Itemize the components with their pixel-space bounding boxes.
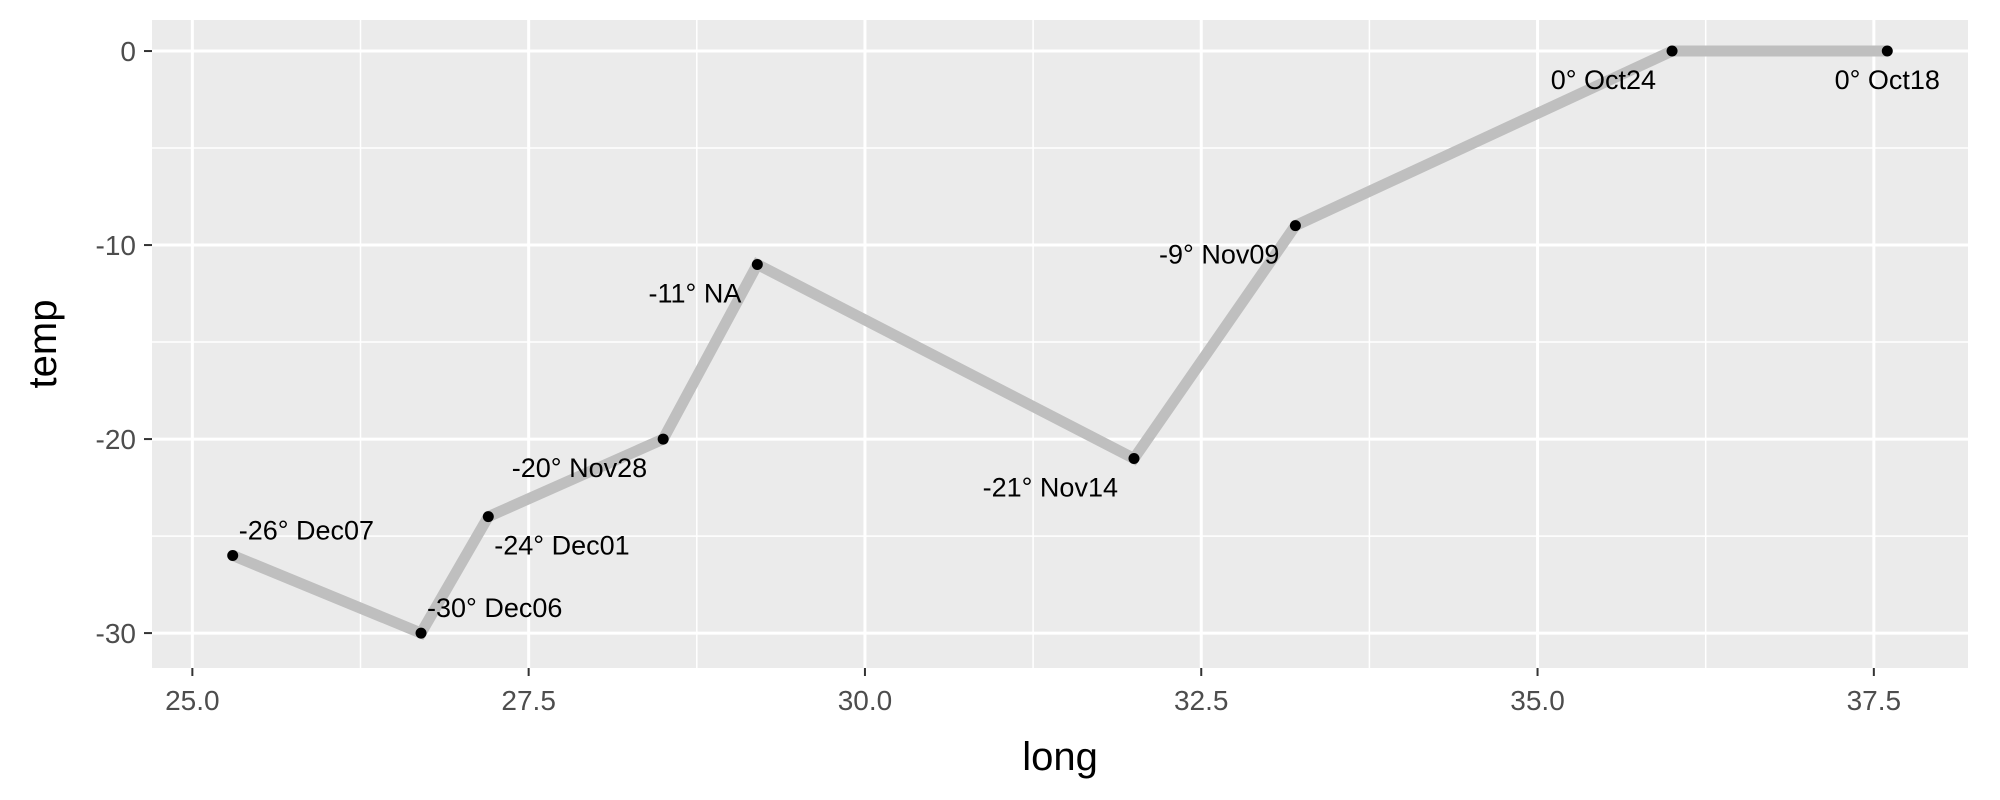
data-label: -24° Dec01 — [494, 531, 629, 561]
x-tick-label: 25.0 — [165, 685, 220, 716]
data-label: -26° Dec07 — [239, 515, 374, 545]
data-point — [1666, 45, 1678, 57]
data-point — [482, 511, 494, 523]
y-tick-label: -10 — [96, 230, 136, 261]
data-point — [1128, 452, 1140, 464]
y-tick-label: -30 — [96, 618, 136, 649]
data-label: 0° Oct24 — [1551, 65, 1656, 95]
major-gridlines — [152, 20, 1968, 668]
data-point — [657, 433, 669, 445]
data-point — [415, 627, 427, 639]
data-point — [751, 258, 763, 270]
y-axis-title: temp — [21, 300, 65, 389]
data-labels: 0° Oct18 0° Oct24 -9° Nov09 -21° Nov14 -11° … — [239, 65, 1940, 623]
data-points — [227, 45, 1893, 639]
x-tick-label: 30.0 — [838, 685, 893, 716]
minor-gridlines — [152, 20, 1968, 668]
data-label: -20° Nov28 — [512, 453, 647, 483]
x-tick-label: 35.0 — [1510, 685, 1565, 716]
data-point — [1881, 45, 1893, 57]
data-label: -11° NA — [649, 278, 742, 308]
y-tick-label: -20 — [96, 424, 136, 455]
data-point — [227, 549, 239, 561]
data-label: -21° Nov14 — [983, 472, 1118, 502]
x-axis-title: long — [1022, 735, 1098, 779]
x-tick-label: 37.5 — [1847, 685, 1902, 716]
data-label: -9° Nov09 — [1159, 240, 1279, 270]
x-tick-label: 27.5 — [501, 685, 556, 716]
x-tick-label: 32.5 — [1174, 685, 1229, 716]
y-tick-label: 0 — [120, 36, 136, 67]
data-label: 0° Oct18 — [1835, 65, 1940, 95]
data-label: -30° Dec06 — [427, 593, 562, 623]
y-axis: 0 -10 -20 -30 — [96, 36, 152, 649]
data-point — [1289, 220, 1301, 232]
plot-panel — [152, 20, 1968, 668]
x-axis: 25.0 27.5 30.0 32.5 35.0 37.5 — [165, 668, 1901, 716]
